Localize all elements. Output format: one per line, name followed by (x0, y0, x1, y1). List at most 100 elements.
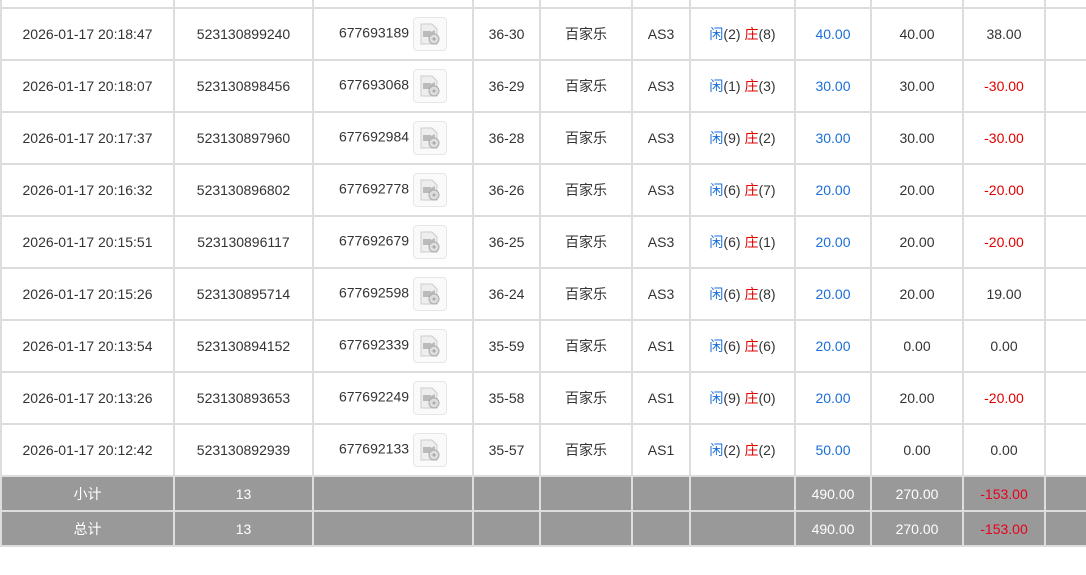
game-type (539, 0, 633, 9)
table-row: 2026-01-17 20:17:37 523130897960 6776929… (0, 111, 1086, 165)
total-label: 总计 (0, 510, 175, 547)
video-replay-icon[interactable] (413, 225, 448, 259)
win-loss: -30.00 (962, 59, 1046, 113)
game-type: 百家乐 (539, 7, 633, 61)
total-count: 13 (173, 510, 314, 547)
table-name: AS3 (631, 267, 691, 321)
player-label: 闲 (709, 234, 724, 250)
bet-amount: 20.00 (794, 215, 872, 269)
bet-time: 2026-01-17 20:16:32 (0, 163, 175, 217)
subtotal-valid: 270.00 (870, 475, 964, 512)
valid-bet (870, 0, 964, 9)
empty-cell (1044, 0, 1086, 9)
round-cell: 677693068 (312, 59, 474, 113)
valid-bet: 0.00 (870, 423, 964, 477)
shoe-number: 35-58 (472, 371, 541, 425)
player-label: 闲 (709, 442, 724, 458)
table-name: AS3 (631, 7, 691, 61)
video-replay-icon[interactable] (413, 381, 448, 415)
table-name (631, 0, 691, 9)
banker-label: 庄 (744, 26, 759, 42)
win-loss: -20.00 (962, 215, 1046, 269)
bet-id: 523130897960 (173, 111, 314, 165)
empty-cell (1044, 7, 1086, 61)
video-replay-icon[interactable] (413, 17, 448, 51)
win-loss: 19.00 (962, 267, 1046, 321)
banker-label: 庄 (744, 130, 759, 146)
video-replay-icon[interactable] (413, 277, 448, 311)
result-cell: 闲(6) 庄(6) (689, 319, 796, 373)
bet-records-table: 2026-01-17 20:18:47 523130899240 6776931… (0, 0, 1086, 547)
empty-cell (1044, 59, 1086, 113)
round-cell: 677693189 (312, 7, 474, 61)
game-type: 百家乐 (539, 371, 633, 425)
player-label: 闲 (709, 26, 724, 42)
bet-id: 523130894152 (173, 319, 314, 373)
banker-score: (7) (758, 182, 776, 198)
valid-bet: 30.00 (870, 59, 964, 113)
video-replay-icon[interactable] (413, 173, 448, 207)
valid-bet: 0.00 (870, 319, 964, 373)
game-type: 百家乐 (539, 215, 633, 269)
table-row: 2026-01-17 20:18:47 523130899240 6776931… (0, 7, 1086, 61)
table-row (0, 0, 1086, 9)
banker-score: (3) (758, 78, 776, 94)
round-cell: 677692778 (312, 163, 474, 217)
win-loss: 38.00 (962, 7, 1046, 61)
table-name: AS1 (631, 423, 691, 477)
round-id: 677692249 (338, 388, 410, 405)
banker-label: 庄 (744, 234, 759, 250)
table-row: 2026-01-17 20:12:42 523130892939 6776921… (0, 423, 1086, 477)
bet-amount (794, 0, 872, 9)
player-score: (6) (723, 234, 741, 250)
subtotal-label: 小计 (0, 475, 175, 512)
table-row: 2026-01-17 20:15:51 523130896117 6776926… (0, 215, 1086, 269)
result-cell: 闲(6) 庄(8) (689, 267, 796, 321)
banker-label: 庄 (744, 390, 759, 406)
bet-amount: 50.00 (794, 423, 872, 477)
round-cell: 677692133 (312, 423, 474, 477)
table-name: AS3 (631, 111, 691, 165)
table-row: 2026-01-17 20:15:26 523130895714 6776925… (0, 267, 1086, 321)
empty-cell (1044, 111, 1086, 165)
table-row: 2026-01-17 20:13:26 523130893653 6776922… (0, 371, 1086, 425)
player-score: (9) (723, 130, 741, 146)
bet-amount: 20.00 (794, 371, 872, 425)
round-id: 677692598 (338, 284, 410, 301)
bet-id: 523130899240 (173, 7, 314, 61)
result-cell: 闲(9) 庄(0) (689, 371, 796, 425)
bet-amount: 30.00 (794, 111, 872, 165)
valid-bet: 20.00 (870, 267, 964, 321)
result-cell: 闲(2) 庄(2) (689, 423, 796, 477)
video-replay-icon[interactable] (413, 69, 448, 103)
subtotal-bet: 490.00 (794, 475, 872, 512)
game-type: 百家乐 (539, 111, 633, 165)
bet-time: 2026-01-17 20:17:37 (0, 111, 175, 165)
bet-time: 2026-01-17 20:15:51 (0, 215, 175, 269)
result-cell (689, 0, 796, 9)
valid-bet: 20.00 (870, 163, 964, 217)
game-type: 百家乐 (539, 423, 633, 477)
player-score: (1) (723, 78, 741, 94)
shoe-number: 36-26 (472, 163, 541, 217)
banker-label: 庄 (744, 182, 759, 198)
table-name: AS1 (631, 371, 691, 425)
total-row: 总计 13 490.00 270.00 -153.00 (0, 510, 1086, 547)
total-bet: 490.00 (794, 510, 872, 547)
empty-cell (1044, 371, 1086, 425)
table-name: AS3 (631, 59, 691, 113)
win-loss: -20.00 (962, 163, 1046, 217)
valid-bet: 30.00 (870, 111, 964, 165)
banker-score: (8) (758, 286, 776, 302)
table-row: 2026-01-17 20:13:54 523130894152 6776923… (0, 319, 1086, 373)
shoe-number: 36-29 (472, 59, 541, 113)
video-replay-icon[interactable] (413, 121, 448, 155)
video-replay-icon[interactable] (413, 329, 448, 363)
player-score: (2) (723, 442, 741, 458)
game-type: 百家乐 (539, 267, 633, 321)
banker-label: 庄 (744, 442, 759, 458)
video-replay-icon[interactable] (413, 433, 448, 467)
result-cell: 闲(1) 庄(3) (689, 59, 796, 113)
bet-time: 2026-01-17 20:18:47 (0, 7, 175, 61)
player-label: 闲 (709, 78, 724, 94)
